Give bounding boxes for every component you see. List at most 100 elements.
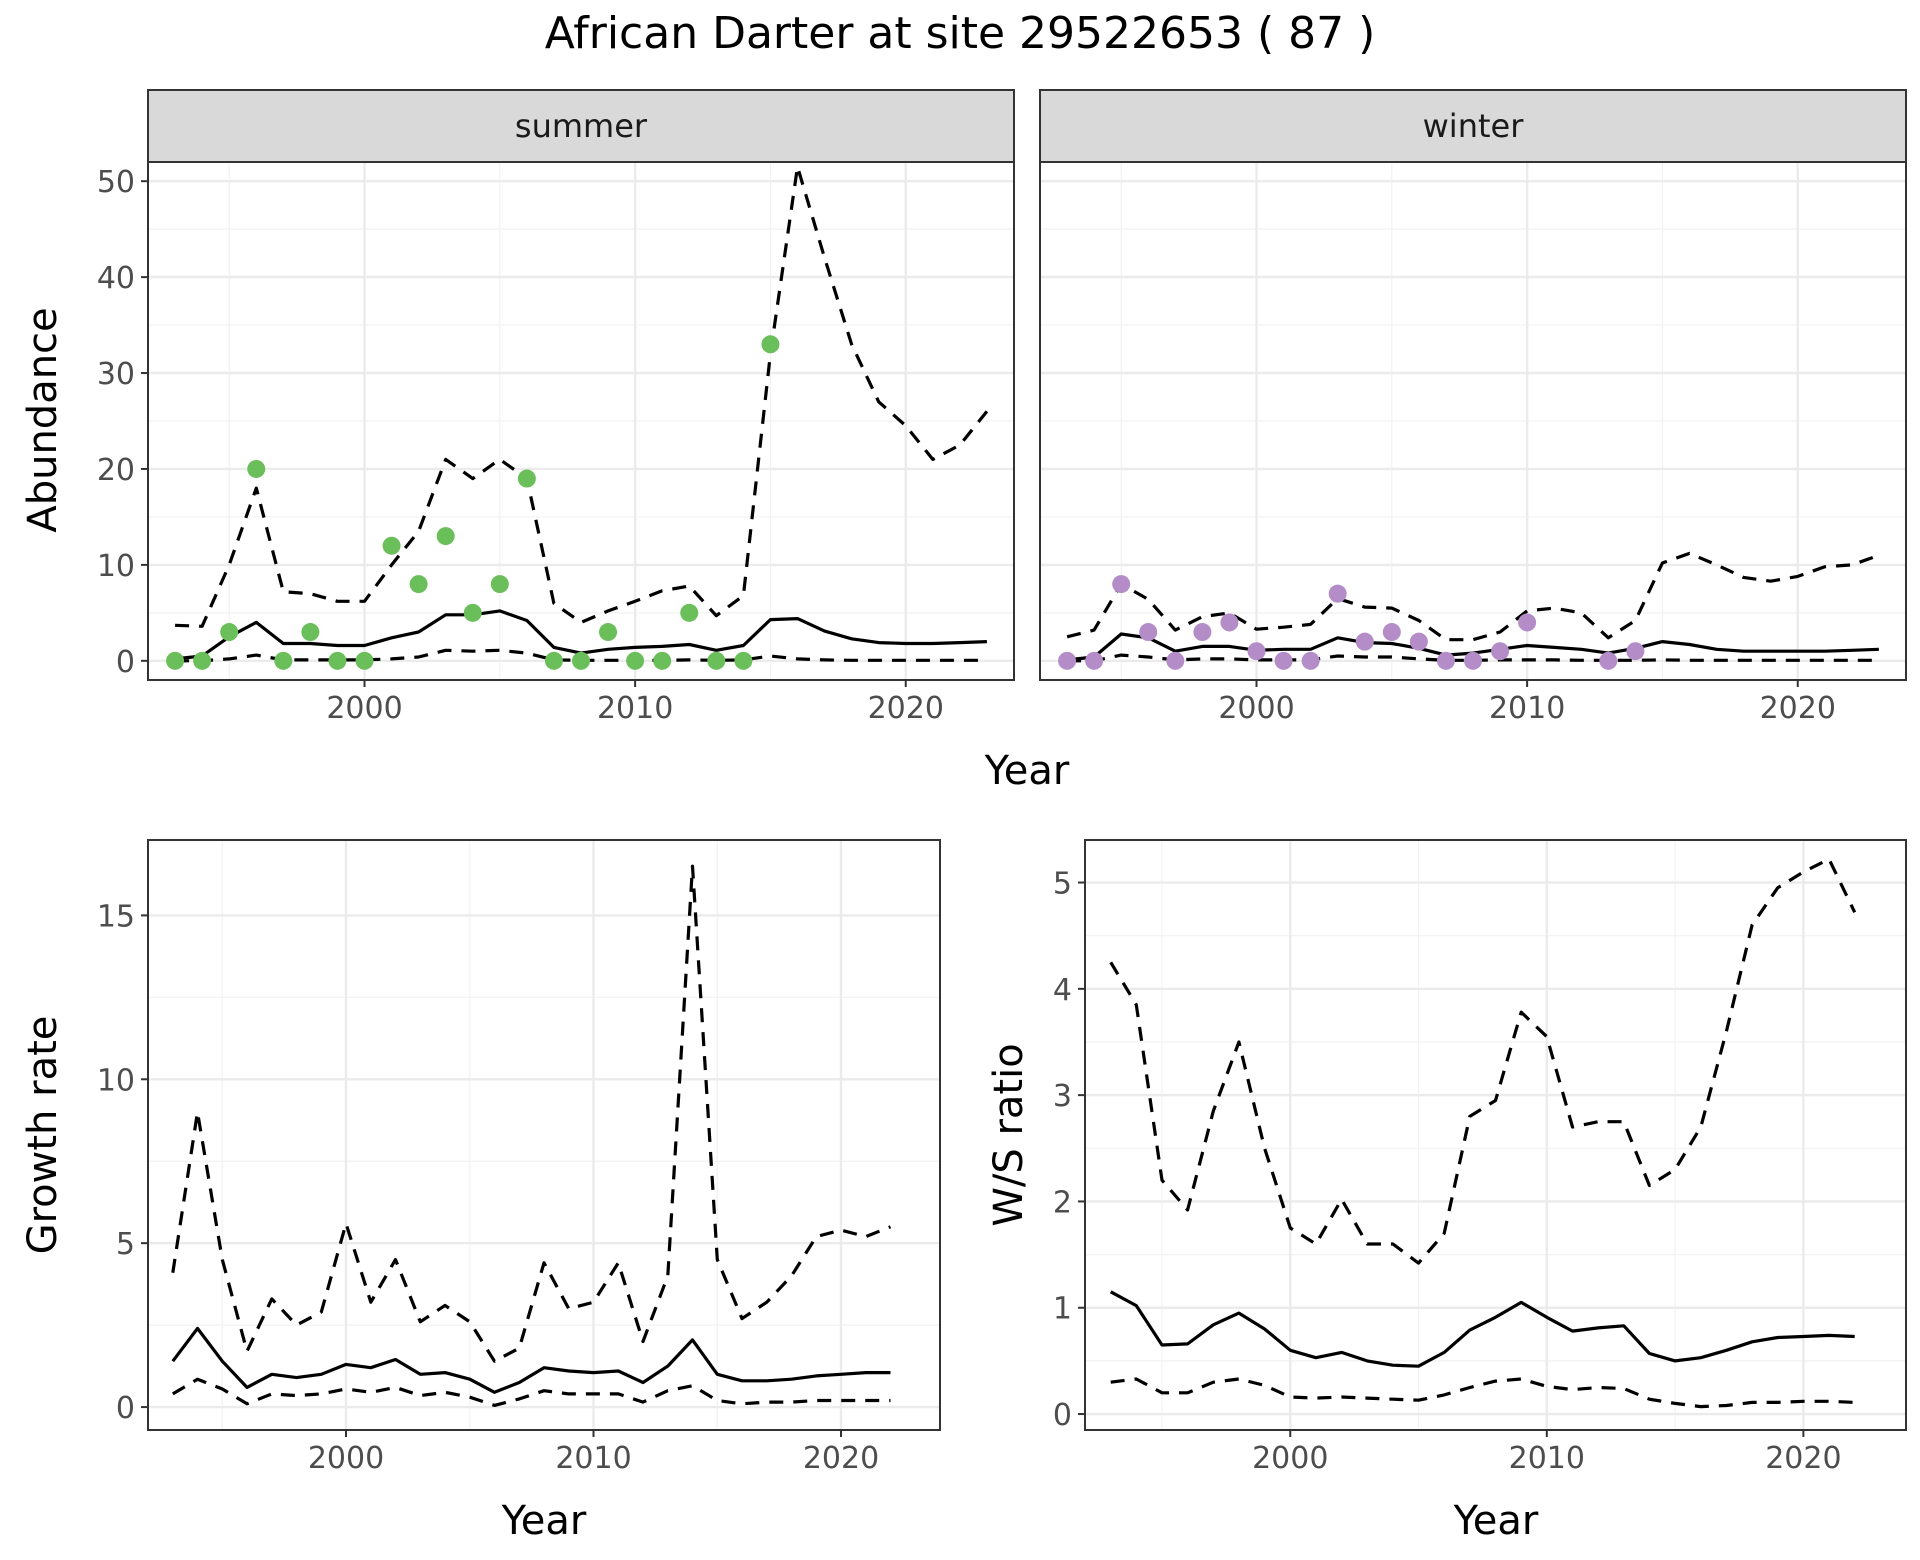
strip-label-winter: winter	[1423, 107, 1525, 145]
y-tick-label: 0	[116, 1391, 135, 1426]
data-point	[653, 651, 672, 670]
data-point	[355, 651, 374, 670]
series-line-estimate	[174, 609, 987, 661]
data-point	[761, 335, 780, 354]
data-point	[1274, 651, 1293, 670]
panel-border	[1084, 839, 1907, 1431]
data-point	[1491, 642, 1510, 661]
x-tick-label: 2000	[308, 1441, 384, 1476]
data-point	[1518, 613, 1537, 632]
data-point	[1599, 651, 1618, 670]
data-point	[463, 603, 482, 622]
data-point	[517, 469, 536, 488]
data-point	[680, 603, 699, 622]
x-tick-label: 2010	[1509, 1441, 1585, 1476]
data-point	[328, 651, 347, 670]
y-tick-label: 0	[1053, 1398, 1072, 1433]
x-tick-label: 2010	[597, 691, 673, 726]
data-point	[626, 651, 645, 670]
y-tick-label: 3	[1053, 1079, 1072, 1114]
ws-y-axis-title: W/S ratio	[986, 1043, 1032, 1226]
data-point	[1436, 651, 1455, 670]
x-tick-label: 2010	[555, 1441, 631, 1476]
panel-growth-rate: 2000 2010 2020 0 5 10 15	[97, 839, 941, 1476]
data-point	[734, 651, 753, 670]
series-line-estimate	[1109, 1290, 1855, 1368]
data-point	[1382, 623, 1401, 642]
y-tick-label: 0	[116, 645, 135, 680]
x-tick-label: 2000	[1218, 691, 1294, 726]
data-point	[1301, 651, 1320, 670]
data-point	[1139, 623, 1158, 642]
abundance-y-axis-title: Abundance	[20, 307, 66, 532]
strip-summer	[147, 89, 1015, 163]
panel-ws-ratio: 2000 2010 2020 0 1 2 3 4 5	[1053, 839, 1907, 1476]
data-point	[1464, 651, 1482, 670]
x-tick-label: 2020	[868, 691, 944, 726]
y-tick-label: 50	[97, 165, 135, 200]
series-line-estimate	[171, 1326, 891, 1394]
data-point	[1626, 642, 1645, 661]
x-tick-label: 2020	[1760, 691, 1836, 726]
data-point	[1112, 575, 1131, 594]
y-tick-label: 40	[97, 261, 135, 296]
strip-winter	[1039, 89, 1907, 163]
panel-border	[1039, 161, 1907, 681]
x-tick-label: 2010	[1489, 691, 1565, 726]
x-tick-label: 2000	[1252, 1441, 1328, 1476]
panel-border	[147, 839, 941, 1431]
y-tick-label: 10	[97, 1063, 135, 1098]
data-point	[599, 623, 618, 642]
series-line-upper	[1066, 551, 1880, 642]
data-point	[1166, 651, 1185, 670]
x-tick-label: 2000	[326, 691, 402, 726]
data-point	[247, 459, 266, 478]
data-point	[409, 575, 428, 594]
data-point	[382, 536, 401, 555]
x-tick-label: 2020	[803, 1441, 879, 1476]
y-tick-label: 1	[1053, 1292, 1072, 1327]
y-tick-label: 10	[97, 549, 135, 584]
data-point	[1247, 642, 1266, 661]
y-tick-label: 30	[97, 357, 135, 392]
figure-title: African Darter at site 29522653 ( 87 )	[545, 8, 1376, 59]
data-point	[490, 575, 509, 594]
data-point	[1193, 623, 1212, 642]
abundance-x-axis-title: Year	[984, 748, 1070, 794]
data-point	[1220, 613, 1239, 632]
data-point	[166, 651, 185, 670]
data-point	[1328, 584, 1347, 603]
data-point	[1355, 632, 1374, 651]
data-point	[301, 623, 320, 642]
series-line-lower	[171, 1377, 891, 1407]
y-tick-label: 5	[116, 1227, 135, 1262]
panel-border	[147, 161, 1015, 681]
x-tick-label: 2020	[1765, 1441, 1841, 1476]
data-point	[572, 651, 590, 670]
series-line-upper	[175, 165, 989, 628]
ws-x-axis-title: Year	[1453, 1498, 1539, 1544]
data-point	[1409, 632, 1428, 651]
panel-abundance-summer: 2000 2010 2020 0 10 20 30 40 50	[97, 161, 1015, 726]
data-point	[1058, 651, 1077, 670]
data-point	[274, 651, 293, 670]
y-tick-label: 20	[97, 453, 135, 488]
series-line-upper	[171, 864, 892, 1363]
data-point	[544, 651, 563, 670]
panel-abundance-winter: 2000 2010 2020	[1039, 161, 1907, 726]
strip-label-summer: summer	[515, 107, 648, 145]
series-line-lower	[1110, 1377, 1855, 1409]
data-point	[1085, 651, 1104, 670]
data-point	[436, 527, 455, 546]
y-tick-label: 2	[1053, 1185, 1072, 1220]
series-line-lower	[1067, 653, 1879, 663]
y-tick-label: 15	[97, 899, 135, 934]
y-tick-label: 4	[1053, 973, 1072, 1008]
growth-y-axis-title: Growth rate	[20, 1016, 66, 1255]
data-point	[707, 651, 726, 670]
data-point	[193, 651, 212, 670]
y-tick-label: 5	[1053, 867, 1072, 902]
growth-x-axis-title: Year	[501, 1498, 587, 1544]
data-point	[220, 623, 239, 642]
